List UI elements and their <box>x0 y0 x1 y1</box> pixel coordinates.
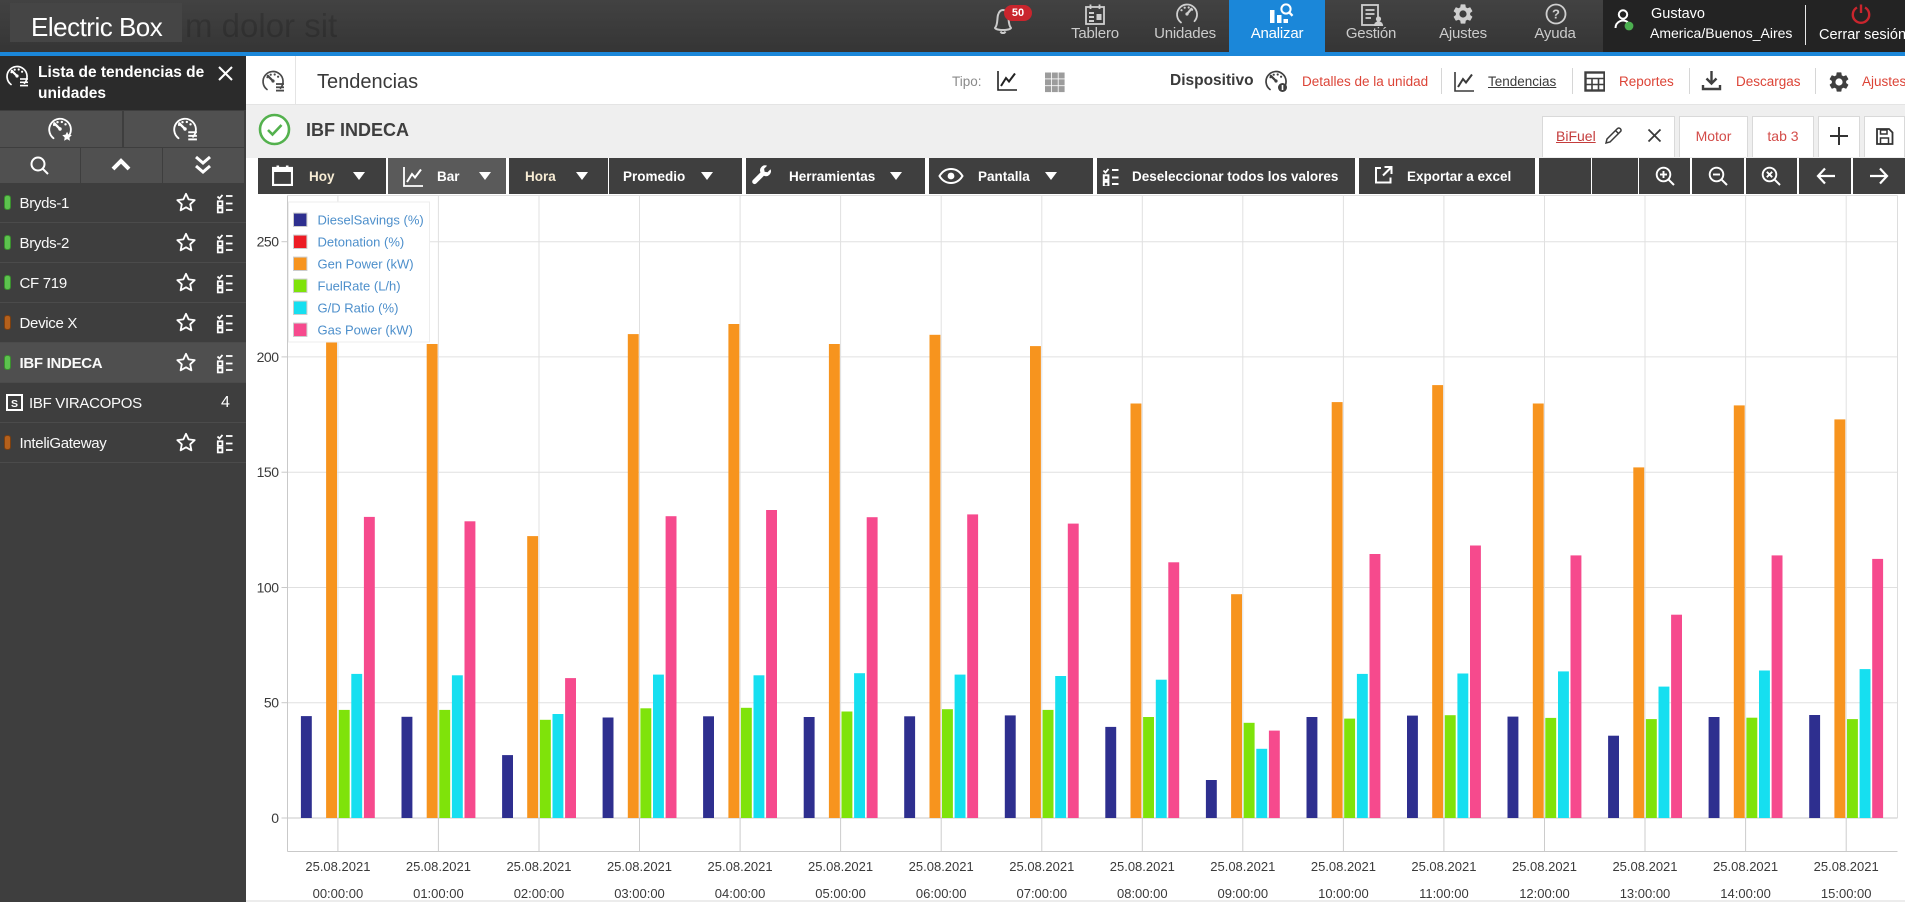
svg-text:00:00:00: 00:00:00 <box>313 886 364 901</box>
svg-text:13:00:00: 13:00:00 <box>1620 886 1671 901</box>
svg-text:FuelRate (L/h): FuelRate (L/h) <box>318 279 401 294</box>
svg-text:25.08.2021: 25.08.2021 <box>1512 859 1577 874</box>
svg-text:07:00:00: 07:00:00 <box>1016 886 1067 901</box>
svg-text:25.08.2021: 25.08.2021 <box>1411 859 1476 874</box>
svg-text:?: ? <box>1552 7 1560 22</box>
svg-text:150: 150 <box>257 464 280 480</box>
svg-text:04:00:00: 04:00:00 <box>715 886 766 901</box>
svg-text:06:00:00: 06:00:00 <box>916 886 967 901</box>
svg-text:10:00:00: 10:00:00 <box>1318 886 1369 901</box>
svg-text:250: 250 <box>257 234 280 250</box>
svg-text:08:00:00: 08:00:00 <box>1117 886 1168 901</box>
svg-text:25.08.2021: 25.08.2021 <box>305 859 370 874</box>
svg-text:11:00:00: 11:00:00 <box>1419 886 1469 901</box>
svg-text:Gas Power (kW): Gas Power (kW) <box>318 323 413 338</box>
svg-text:02:00:00: 02:00:00 <box>514 886 565 901</box>
svg-text:25.08.2021: 25.08.2021 <box>406 859 471 874</box>
svg-text:0: 0 <box>271 810 279 826</box>
svg-text:25.08.2021: 25.08.2021 <box>1110 859 1175 874</box>
svg-text:50: 50 <box>264 695 279 711</box>
svg-text:25.08.2021: 25.08.2021 <box>1210 859 1275 874</box>
svg-text:25.08.2021: 25.08.2021 <box>1009 859 1074 874</box>
svg-text:15:00:00: 15:00:00 <box>1821 886 1872 901</box>
svg-text:25.08.2021: 25.08.2021 <box>1713 859 1778 874</box>
svg-text:25.08.2021: 25.08.2021 <box>808 859 873 874</box>
svg-text:25.08.2021: 25.08.2021 <box>607 859 672 874</box>
svg-text:G/D Ratio (%): G/D Ratio (%) <box>318 301 399 316</box>
svg-text:25.08.2021: 25.08.2021 <box>1612 859 1677 874</box>
svg-text:03:00:00: 03:00:00 <box>614 886 665 901</box>
svg-text:05:00:00: 05:00:00 <box>815 886 866 901</box>
svg-text:25.08.2021: 25.08.2021 <box>909 859 974 874</box>
svg-text:100: 100 <box>257 580 280 596</box>
svg-text:DieselSavings (%): DieselSavings (%) <box>318 213 424 228</box>
svg-text:25.08.2021: 25.08.2021 <box>1311 859 1376 874</box>
svg-text:Gen Power (kW): Gen Power (kW) <box>318 257 414 272</box>
svg-text:12:00:00: 12:00:00 <box>1519 886 1570 901</box>
svg-text:25.08.2021: 25.08.2021 <box>1814 859 1879 874</box>
svg-text:25.08.2021: 25.08.2021 <box>506 859 571 874</box>
svg-text:25.08.2021: 25.08.2021 <box>708 859 773 874</box>
svg-text:09:00:00: 09:00:00 <box>1217 886 1268 901</box>
svg-text:200: 200 <box>257 349 280 365</box>
svg-text:S: S <box>11 398 18 410</box>
svg-text:Detonation (%): Detonation (%) <box>318 235 405 250</box>
svg-text:01:00:00: 01:00:00 <box>413 886 464 901</box>
svg-text:14:00:00: 14:00:00 <box>1720 886 1771 901</box>
